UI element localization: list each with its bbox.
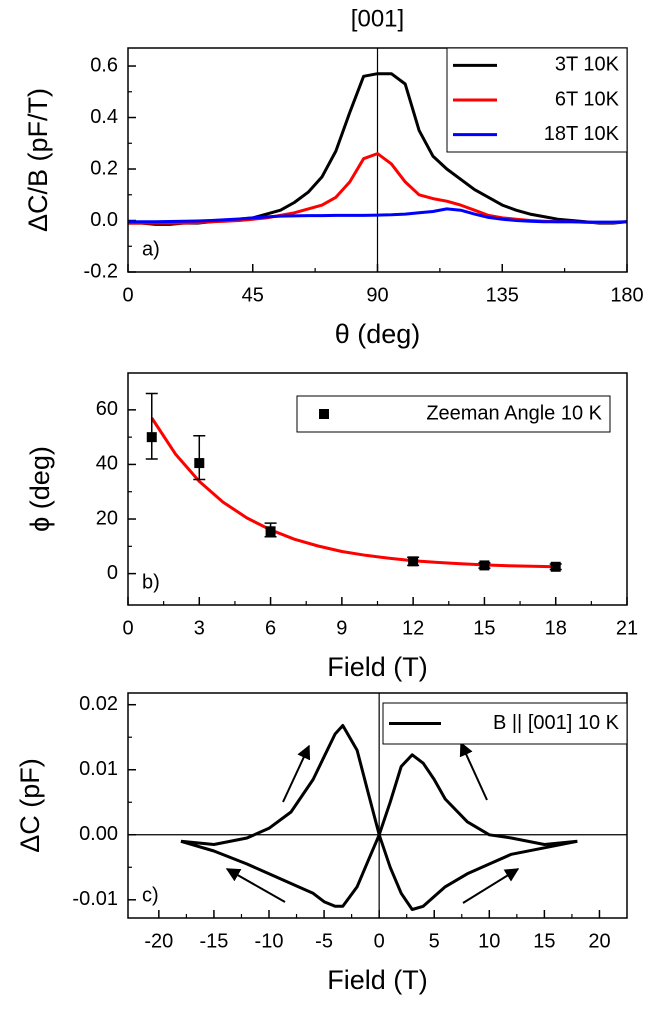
panel-label: c) — [142, 884, 159, 906]
x-tick-label: 90 — [366, 284, 388, 306]
y-tick-label: 0.01 — [79, 758, 118, 780]
x-tick-label: 3 — [194, 617, 205, 639]
x-tick-label: 10 — [478, 930, 500, 952]
x-tick-label: 15 — [473, 617, 495, 639]
y-axis-label: ϕ (deg) — [25, 446, 55, 532]
x-tick-label: 45 — [242, 284, 264, 306]
arrow — [225, 868, 286, 903]
y-tick-label: 0.4 — [90, 106, 118, 128]
arrow — [462, 868, 520, 904]
point — [550, 561, 561, 572]
plot-frame — [127, 692, 628, 919]
chart-title: [001] — [351, 5, 404, 32]
x-tick-label: 12 — [402, 617, 424, 639]
y-tick-label: 20 — [96, 507, 118, 529]
x-tick-label: 0 — [122, 617, 133, 639]
series-line — [180, 724, 578, 911]
point — [408, 556, 419, 567]
fit-line — [150, 417, 556, 569]
point — [146, 432, 157, 443]
x-tick-label: 15 — [533, 930, 555, 952]
x-tick-label: 9 — [336, 617, 347, 639]
x-tick-label: -10 — [255, 930, 284, 952]
series-line — [128, 207, 627, 224]
error-bar — [193, 435, 206, 481]
y-tick-label: 0.0 — [90, 209, 118, 231]
legend-marker — [319, 409, 329, 419]
y-tick-label: 40 — [96, 453, 118, 475]
y-tick-label: 0 — [107, 562, 118, 584]
x-axis-label: θ (deg) — [335, 319, 421, 349]
legend-label: 6T 10K — [555, 88, 620, 110]
legend-label: B || [001] 10 K — [493, 712, 620, 734]
x-tick-label: 0 — [374, 930, 385, 952]
y-tick-label: 0.6 — [90, 54, 118, 76]
x-tick-label: -15 — [199, 930, 228, 952]
y-axis-label: ΔC (pF) — [15, 758, 45, 853]
panel-label: b) — [142, 571, 160, 593]
error-bar — [145, 392, 158, 460]
y-axis-label: ΔC/B (pF/T) — [23, 88, 53, 232]
x-tick-label: -20 — [144, 930, 173, 952]
y-tick-label: 60 — [96, 398, 118, 420]
point — [479, 560, 490, 571]
x-tick-label: 180 — [610, 284, 643, 306]
x-tick-label: 18 — [545, 617, 567, 639]
plot-frame — [127, 47, 628, 273]
x-tick-label: 21 — [616, 617, 638, 639]
x-tick-label: 5 — [429, 930, 440, 952]
x-axis-label: Field (T) — [327, 965, 428, 995]
panel-label: a) — [142, 238, 160, 260]
point — [194, 458, 205, 469]
x-tick-label: -5 — [315, 930, 333, 952]
y-tick-label: -0.2 — [84, 260, 118, 282]
x-tick-label: 6 — [265, 617, 276, 639]
y-tick-label: 0.02 — [79, 693, 118, 715]
point — [265, 526, 276, 537]
x-tick-label: 0 — [122, 284, 133, 306]
legend-label: 3T 10K — [555, 54, 620, 76]
x-axis-label: Field (T) — [327, 652, 428, 682]
legend-box — [296, 395, 611, 433]
y-tick-label: -0.01 — [72, 888, 118, 910]
legend-label: Zeeman Angle 10 K — [426, 402, 602, 424]
x-tick-label: 20 — [588, 930, 610, 952]
arrow — [459, 741, 488, 801]
y-tick-label: 0.00 — [79, 823, 118, 845]
plot-frame — [127, 372, 628, 606]
arrows — [225, 741, 520, 904]
x-tick-label: 135 — [486, 284, 519, 306]
y-tick-label: 0.2 — [90, 157, 118, 179]
arrow — [282, 744, 311, 803]
legend-label: 18T 10K — [544, 123, 620, 145]
